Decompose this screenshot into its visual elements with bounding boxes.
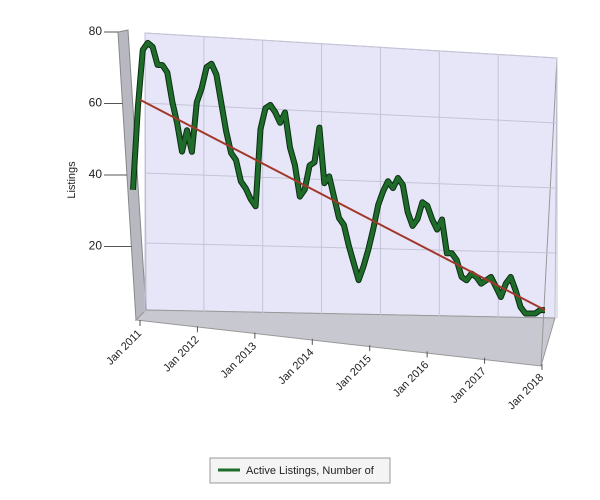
x-tick-label: Jan 2011: [104, 328, 144, 368]
floor: [134, 309, 556, 367]
series-line: [131, 40, 545, 316]
x-tick-label: Jan 2017: [448, 365, 488, 405]
x-tick-label: Jan 2016: [391, 359, 431, 399]
legend-label: Active Listings, Number of: [246, 465, 375, 477]
y-tick-label: 60: [89, 96, 103, 110]
x-tick-label: Jan 2015: [333, 353, 373, 393]
x-tick-label: Jan 2012: [161, 334, 201, 374]
x-tick-label: Jan 2014: [276, 347, 316, 387]
right-edge: [540, 57, 558, 367]
grid-line: [144, 102, 558, 124]
grid-line: [144, 172, 558, 189]
trend-line: [139, 98, 546, 311]
y-axis-label: Listings: [66, 161, 78, 199]
y-tick-label: 40: [89, 167, 103, 181]
x-tick-label: Jan 2018: [506, 372, 546, 412]
x-tick-label: Jan 2013: [219, 340, 259, 380]
y-tick-label: 80: [89, 24, 103, 38]
grid-line: [144, 32, 558, 59]
y-tick-label: 20: [89, 239, 103, 253]
